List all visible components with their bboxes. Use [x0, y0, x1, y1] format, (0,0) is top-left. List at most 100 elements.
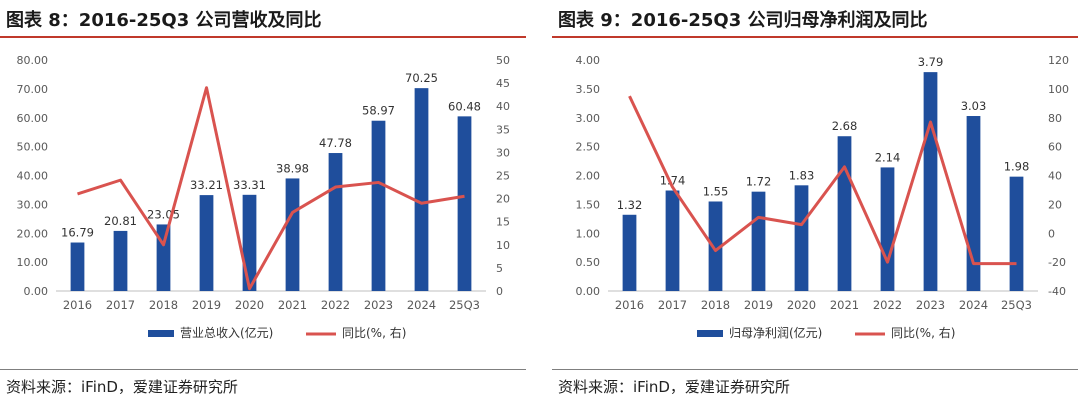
bar [242, 194, 257, 291]
left-axis-tick-label: 1.00 [576, 227, 601, 240]
bar-data-label: 23.05 [147, 207, 180, 221]
right-axis-tick-label: 50 [496, 54, 510, 67]
right-axis-tick-label: -20 [1048, 256, 1066, 269]
legend-label-line: 同比(%, 右) [891, 325, 955, 340]
x-axis-tick-label: 2018 [149, 298, 178, 312]
bar [708, 201, 723, 291]
left-axis-tick-label: 0.50 [576, 256, 601, 269]
left-axis-tick-label: 2.00 [576, 170, 601, 183]
bar [70, 242, 85, 291]
bar-data-label: 70.25 [405, 71, 438, 85]
x-axis-tick-label: 2024 [959, 298, 988, 312]
x-axis-tick-label: 2024 [407, 298, 436, 312]
bar-data-label: 1.55 [703, 184, 729, 198]
right-axis-tick-label: 120 [1048, 54, 1069, 67]
bar-data-label: 1.72 [746, 175, 772, 189]
left-axis-tick-label: 80.00 [17, 54, 49, 67]
bar-data-label: 1.32 [617, 198, 643, 212]
source-note: 资料来源：iFinD，爱建证券研究所 [6, 378, 238, 396]
left-axis-tick-label: 1.50 [576, 198, 601, 211]
bar [457, 116, 472, 291]
title-rule [0, 36, 526, 38]
x-axis-tick-label: 2016 [615, 298, 644, 312]
bar [880, 167, 895, 291]
bar [923, 72, 938, 291]
source-note: 资料来源：iFinD，爱建证券研究所 [558, 378, 790, 396]
bar-data-label: 16.79 [61, 226, 94, 240]
x-axis-tick-label: 2016 [63, 298, 92, 312]
right-axis-tick-label: 20 [496, 193, 510, 206]
right-axis-tick-label: 5 [496, 262, 503, 275]
bar [751, 191, 766, 291]
legend-label-line: 同比(%, 右) [342, 325, 406, 340]
right-axis-tick-label: 0 [496, 285, 503, 298]
bar [622, 214, 637, 291]
legend-label-bar: 营业总收入(亿元) [180, 325, 273, 340]
right-axis-tick-label: 40 [496, 100, 510, 113]
right-axis-tick-label: 10 [496, 239, 510, 252]
net-profit-chart: 0.00 0.50 1.00 1.50 2.00 2.50 3.00 3.50 4.00 -40 -… [576, 54, 1070, 340]
left-axis-tick-label: 0.00 [24, 285, 49, 298]
right-axis-tick-label: 80 [1048, 112, 1062, 125]
x-axis-tick-label: 2021 [278, 298, 307, 312]
left-axis-tick-label: 3.00 [576, 112, 601, 125]
right-axis-tick-label: 60 [1048, 141, 1062, 154]
x-axis-tick-label: 2020 [235, 298, 264, 312]
bar [837, 136, 852, 291]
bar [156, 224, 171, 291]
right-axis-tick-label: 25 [496, 170, 510, 183]
left-axis-tick-label: 2.50 [576, 141, 601, 154]
right-axis-tick-label: 35 [496, 123, 510, 136]
bar-data-label: 60.48 [448, 99, 481, 113]
yoy-line [628, 95, 1017, 266]
left-axis-tick-label: 20.00 [17, 227, 49, 240]
source-rule [0, 369, 526, 370]
x-axis-tick-label: 2023 [916, 298, 945, 312]
legend-label-bar: 归母净利润(亿元) [729, 325, 822, 340]
x-axis-tick-label: 2022 [321, 298, 350, 312]
x-axis-tick-label: 25Q3 [1001, 298, 1032, 312]
bar-data-label: 47.78 [319, 136, 352, 150]
x-axis-tick-label: 2017 [658, 298, 687, 312]
bar [414, 88, 429, 291]
bar [665, 190, 680, 291]
yoy-line [77, 86, 465, 291]
left-axis-tick-label: 50.00 [17, 141, 49, 154]
x-axis-tick-label: 2021 [830, 298, 859, 312]
bar-data-label: 38.98 [276, 161, 309, 175]
bar [285, 178, 300, 291]
left-axis-tick-label: 40.00 [17, 170, 49, 183]
left-axis-tick-label: 0.00 [576, 285, 601, 298]
x-axis-tick-label: 2022 [873, 298, 902, 312]
bar [1009, 176, 1024, 291]
bar-data-label: 3.79 [918, 55, 944, 69]
x-axis-tick-label: 2018 [701, 298, 730, 312]
right-axis-tick-label: 20 [1048, 198, 1062, 211]
right-axis-tick-label: 40 [1048, 170, 1062, 183]
left-axis-tick-label: 10.00 [17, 256, 49, 269]
left-axis-tick-label: 4.00 [576, 54, 601, 67]
x-axis-tick-label: 2017 [106, 298, 135, 312]
bar-data-label: 58.97 [362, 104, 395, 118]
x-axis-tick-label: 2023 [364, 298, 393, 312]
x-axis-tick-label: 2019 [744, 298, 773, 312]
bar [199, 195, 214, 291]
x-axis-tick-label: 25Q3 [449, 298, 480, 312]
chart-panel-revenue: 图表 8：2016-25Q3 公司营收及同比 0.00 10.00 20.00 30.… [0, 0, 526, 402]
right-axis-tick-label: 45 [496, 77, 510, 90]
right-axis-tick-label: 100 [1048, 83, 1069, 96]
bar-data-label: 33.31 [233, 178, 266, 192]
legend-swatch-bar [697, 330, 723, 337]
right-axis-tick-label: 0 [1048, 227, 1055, 240]
revenue-chart: 0.00 10.00 20.00 30.00 40.00 50.00 60.00 70.00 8… [17, 54, 511, 340]
bar [328, 153, 343, 291]
bar [371, 120, 386, 291]
title-rule [552, 36, 1078, 38]
bar-data-label: 3.03 [961, 99, 987, 113]
bar-data-label: 33.21 [190, 178, 223, 192]
left-axis-tick-label: 3.50 [576, 83, 601, 96]
left-axis-tick-label: 30.00 [17, 198, 49, 211]
chart-title: 图表 9：2016-25Q3 公司归母净利润及同比 [558, 10, 928, 31]
chart-title: 图表 8：2016-25Q3 公司营收及同比 [6, 10, 322, 31]
source-rule [552, 369, 1078, 370]
